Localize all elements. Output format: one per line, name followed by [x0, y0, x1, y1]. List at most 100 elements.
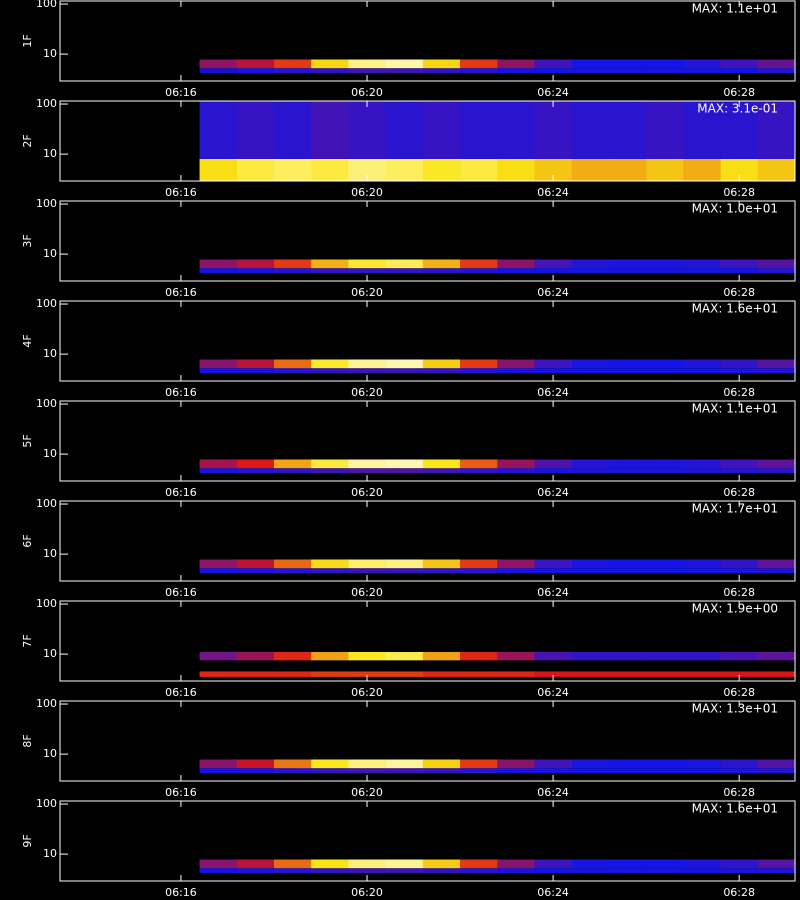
heat-cell	[571, 368, 610, 373]
x-tick-label: 06:28	[723, 686, 755, 699]
heat-cell	[757, 652, 796, 661]
heat-cell	[199, 652, 238, 661]
heat-cell	[385, 768, 424, 773]
heat-cell	[608, 559, 647, 569]
heat-cell	[608, 101, 647, 159]
heat-cell	[236, 568, 275, 573]
plot-frame	[59, 0, 796, 82]
heat-cell	[646, 859, 684, 869]
heat-cell	[236, 101, 275, 159]
heat-cell	[385, 268, 424, 273]
heat-cell	[199, 859, 238, 869]
heat-cell	[683, 671, 721, 677]
heat-cell	[683, 101, 721, 159]
heat-cell	[497, 158, 535, 181]
heat-cell	[273, 652, 312, 661]
heat-cell	[683, 268, 721, 273]
y-axis-label: 4F	[21, 334, 34, 347]
heat-cell	[720, 759, 759, 769]
heat-cell	[311, 268, 349, 273]
heat-cell	[199, 101, 238, 159]
panel: 10 100 06:16 06:20 06:24 06:28 6F MAX: 1.7e+01	[21, 497, 796, 599]
y-axis-label: 3F	[21, 234, 34, 247]
heat-cell	[385, 559, 424, 569]
heat-cell	[460, 268, 498, 273]
heat-cell	[273, 568, 312, 573]
heat-cell	[311, 68, 349, 73]
heat-cell	[385, 359, 424, 369]
heat-cell	[422, 259, 461, 269]
y-axis-label: 2F	[21, 134, 34, 147]
heat-cell	[460, 259, 498, 269]
heat-cell	[236, 468, 275, 473]
heat-cell	[571, 868, 610, 873]
heat-cell	[460, 652, 498, 661]
heat-cell	[571, 559, 610, 569]
heat-cell	[646, 671, 684, 677]
heat-cell	[683, 859, 721, 869]
heat-cell	[422, 568, 461, 573]
heat-cell	[422, 359, 461, 369]
heat-cell	[534, 101, 573, 159]
heat-cell	[608, 768, 647, 773]
heat-cell	[646, 652, 684, 661]
x-tick-label: 06:16	[165, 786, 197, 799]
heat-cell	[236, 259, 275, 269]
heat-cell	[236, 868, 275, 873]
heat-cell	[385, 368, 424, 373]
heat-cell	[273, 268, 312, 273]
heat-cell	[720, 768, 759, 773]
heat-cell	[683, 368, 721, 373]
heat-cell	[720, 259, 759, 269]
heat-cell	[199, 59, 238, 69]
heat-cell	[571, 158, 610, 181]
heat-cell	[460, 59, 498, 69]
max-annotation: MAX: 1.9e+00	[692, 602, 778, 616]
heat-cell	[683, 259, 721, 269]
x-tick-label: 06:28	[723, 486, 755, 499]
heat-cell	[348, 259, 386, 269]
x-tick-label: 06:16	[165, 86, 197, 99]
x-tick-label: 06:16	[165, 886, 197, 899]
heat-cell	[571, 68, 610, 73]
heat-cell	[199, 768, 238, 773]
heat-cell	[497, 59, 535, 69]
heat-cell	[534, 468, 573, 473]
y-tick-label: 100	[36, 697, 57, 710]
x-tick-label: 06:24	[537, 486, 569, 499]
heat-cell	[534, 68, 573, 73]
x-tick-label: 06:16	[165, 586, 197, 599]
heat-cell	[236, 368, 275, 373]
heat-cell	[720, 459, 759, 469]
heat-cell	[422, 759, 461, 769]
heat-cell	[720, 559, 759, 569]
heat-cell	[757, 868, 796, 873]
y-tick-label: 100	[36, 797, 57, 810]
heat-cell	[497, 259, 535, 269]
heat-cell	[273, 259, 312, 269]
heat-cell	[720, 368, 759, 373]
x-tick-label: 06:24	[537, 186, 569, 199]
heat-cell	[348, 268, 386, 273]
x-tick-label: 06:24	[537, 386, 569, 399]
heat-cell	[460, 368, 498, 373]
heat-cell	[348, 759, 386, 769]
y-tick-label: 100	[36, 297, 57, 310]
x-tick-label: 06:28	[723, 886, 755, 899]
heat-cell	[571, 59, 610, 69]
max-annotation: MAX: 1.7e+01	[692, 502, 778, 516]
heat-cell	[422, 459, 461, 469]
y-tick-label: 10	[43, 647, 57, 660]
heat-cell	[385, 101, 424, 159]
heat-cell	[608, 459, 647, 469]
heat-cell	[348, 568, 386, 573]
y-tick-label: 100	[36, 97, 57, 110]
y-tick-label: 10	[43, 347, 57, 360]
heat-cell	[199, 468, 238, 473]
y-axis-label: 9F	[21, 834, 34, 847]
heat-cell	[571, 759, 610, 769]
heat-cell	[422, 59, 461, 69]
x-tick-label: 06:20	[351, 186, 383, 199]
heat-cell	[311, 759, 349, 769]
